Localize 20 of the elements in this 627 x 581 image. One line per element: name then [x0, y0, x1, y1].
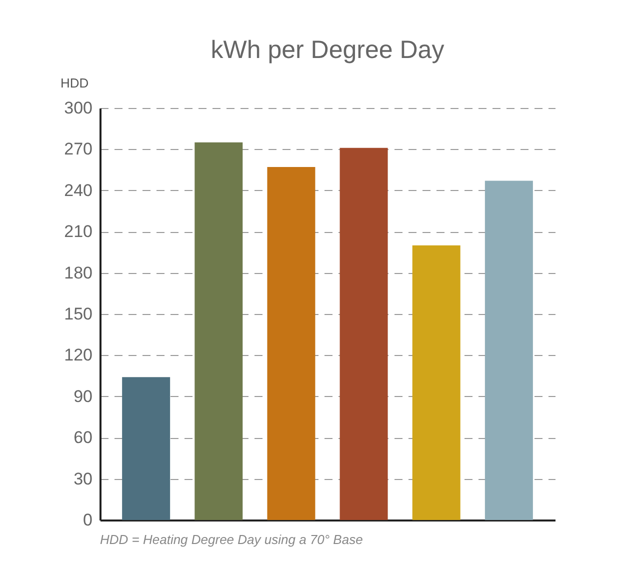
y-tick-label: 180: [64, 263, 92, 282]
y-tick-label: 120: [64, 346, 92, 365]
y-tick-label: 60: [74, 428, 92, 448]
y-tick-label: 150: [64, 304, 92, 324]
bar: [122, 377, 170, 520]
bar: [194, 142, 243, 520]
text: HDD = Heating Degree Day using a 70° Base: [100, 532, 363, 547]
y-tick-label: 210: [64, 222, 92, 242]
y-tick-label: 270: [64, 140, 92, 159]
bar: [412, 245, 460, 520]
chart-title: kWh per Degree Day: [210, 36, 445, 64]
y-tick-label: 0: [83, 510, 92, 530]
y-axis-title: HDD: [60, 76, 89, 90]
y-tick-label: 300: [64, 98, 92, 118]
bar: [267, 167, 316, 520]
bar: [484, 180, 533, 520]
y-tick-label: 90: [74, 386, 92, 406]
bar: [340, 148, 388, 520]
y-tick-label: 30: [74, 469, 92, 488]
y-tick-label: 240: [64, 180, 92, 200]
